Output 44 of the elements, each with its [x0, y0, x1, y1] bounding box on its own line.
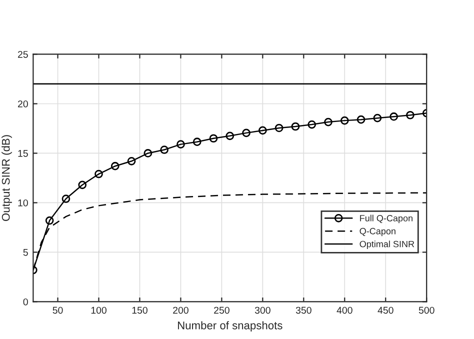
y-tick-label: 10	[18, 199, 28, 206]
point	[340, 116, 349, 125]
point	[78, 180, 87, 190]
x-tick-label: 500	[418, 306, 434, 314]
x-tick-label: 50	[52, 306, 63, 314]
point	[94, 170, 103, 178]
point	[274, 124, 284, 132]
legend-label: Optimal SINR	[360, 240, 414, 250]
point	[110, 162, 120, 170]
point	[258, 126, 267, 135]
point	[242, 128, 250, 138]
x-tick-label: 250	[214, 306, 230, 314]
x-tick-label: 150	[132, 306, 148, 314]
x-axis-title: Number of snapshots	[178, 321, 282, 332]
point	[192, 138, 202, 146]
point	[406, 110, 414, 120]
y-tick-label: 5	[23, 249, 28, 256]
point	[373, 114, 382, 122]
point	[160, 146, 168, 154]
y-axis-title: Output SINR (dB)	[2, 135, 12, 221]
x-tick-label: 100	[91, 306, 106, 314]
point	[356, 115, 366, 124]
point	[127, 156, 136, 166]
legend-label: Q-Capon	[360, 228, 396, 236]
point	[226, 132, 234, 140]
y-tick-label: 0	[23, 298, 28, 306]
point	[291, 122, 300, 131]
y-tick-label: 15	[18, 150, 28, 157]
point	[324, 118, 332, 126]
y-tick-label: 20	[18, 100, 28, 108]
point	[308, 120, 316, 129]
x-tick-label: 450	[378, 306, 394, 314]
y-tick-label: 25	[18, 50, 28, 58]
x-tick-label: 200	[173, 306, 188, 314]
x-tick-label: 400	[336, 306, 352, 314]
point	[62, 194, 70, 203]
point	[45, 216, 54, 225]
point	[390, 112, 398, 121]
point	[144, 149, 152, 158]
legend-label: Full Q-Capon	[360, 214, 412, 224]
point	[176, 140, 185, 148]
x-tick-label: 350	[296, 306, 312, 314]
point	[209, 134, 218, 143]
x-tick-label: 300	[254, 306, 270, 314]
